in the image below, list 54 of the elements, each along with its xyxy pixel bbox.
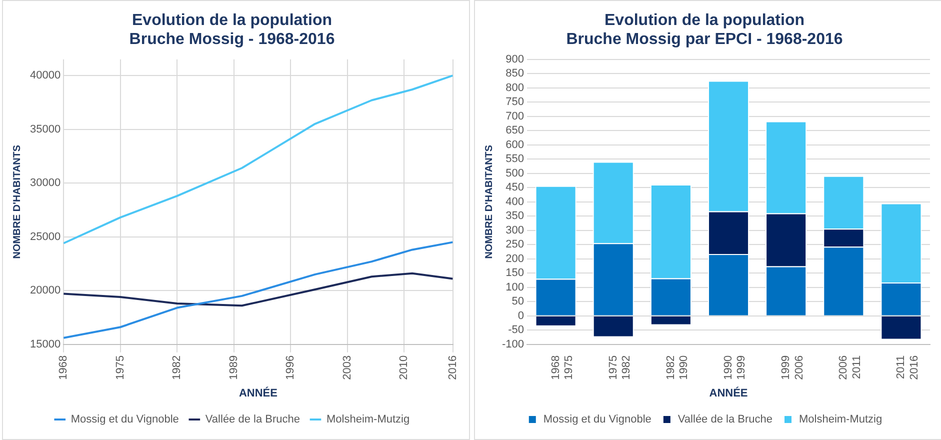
x-tick-label: 2006 2011 [838,355,863,380]
legend-label: Molsheim-Mutzig [798,414,882,426]
x-tick-label: 1996 [284,355,297,380]
y-tick-label: 20000 [30,284,61,297]
y-tick-label: 150 [506,267,524,280]
x-tick-label: 1990 1999 [722,355,748,380]
x-tick-label: 1975 [114,355,126,380]
x-tick-label: 1982 1990 [664,355,690,380]
y-tick-label: 0 [518,310,524,322]
y-tick-label: 250 [506,238,524,251]
y-tick-label: 550 [506,153,524,166]
y-axis-title: NOMBRE D'HABITANTS [484,144,495,259]
x-tick-label: 1999 2006 [780,355,806,380]
legend-label: Mossig et du Vignoble [70,414,179,426]
y-tick-label: 50 [512,296,524,308]
x-axis-title: ANNÉE [238,386,278,400]
x-tick-label: 1989 [228,355,240,380]
y-tick-label: 450 [506,182,524,194]
y-tick-label: 200 [506,252,524,265]
legend-label: Molsheim-Mutzig [326,414,410,426]
y-tick-label: 700 [506,110,524,122]
y-tick-label: 900 [506,53,524,66]
x-tick-label: 1968 1975 [550,355,576,380]
y-tick-label: 300 [506,224,524,236]
legend-label: Mossig et du Vignoble [543,414,652,426]
x-tick-label: 2010 [398,355,410,380]
y-tick-label: -50 [508,324,524,336]
x-tick-label: 1982 [171,355,184,380]
x-tick-label: 1975 1982 [607,355,633,380]
y-tick-label: 25000 [30,230,61,243]
y-tick-label: -100 [502,338,524,350]
y-tick-label: 350 [506,210,524,222]
y-tick-label: 750 [506,96,524,108]
y-tick-label: 35000 [30,123,61,136]
y-tick-label: 400 [506,196,524,208]
x-tick-label: 1968 [58,355,70,380]
chart-title: Evolution de la population Bruche Mossig - 1968-2016 [129,12,335,48]
y-tick-label: 850 [506,68,524,80]
y-tick-label: 40000 [30,70,61,82]
y-tick-label: 15000 [30,338,61,350]
y-tick-label: 600 [506,138,524,151]
y-tick-label: 650 [506,124,524,137]
chart-title: Evolution de la population Bruche Mossig par EPCI - 1968-2016 [566,12,843,48]
x-axis-title: ANNÉE [709,386,748,400]
x-tick-label: 2016 [446,355,459,380]
legend-label: Vallée de la Bruche [205,414,300,426]
y-tick-label: 500 [506,167,524,180]
y-tick-label: 30000 [30,177,61,190]
y-axis-title: NOMBRE D'HABITANTS [12,144,23,259]
x-tick-label: 2011 2016 [895,355,920,380]
y-tick-label: 800 [506,82,524,94]
x-tick-label: 2003 [341,355,354,380]
legend-label: Vallée de la Bruche [678,414,773,426]
y-tick-label: 100 [506,281,524,294]
